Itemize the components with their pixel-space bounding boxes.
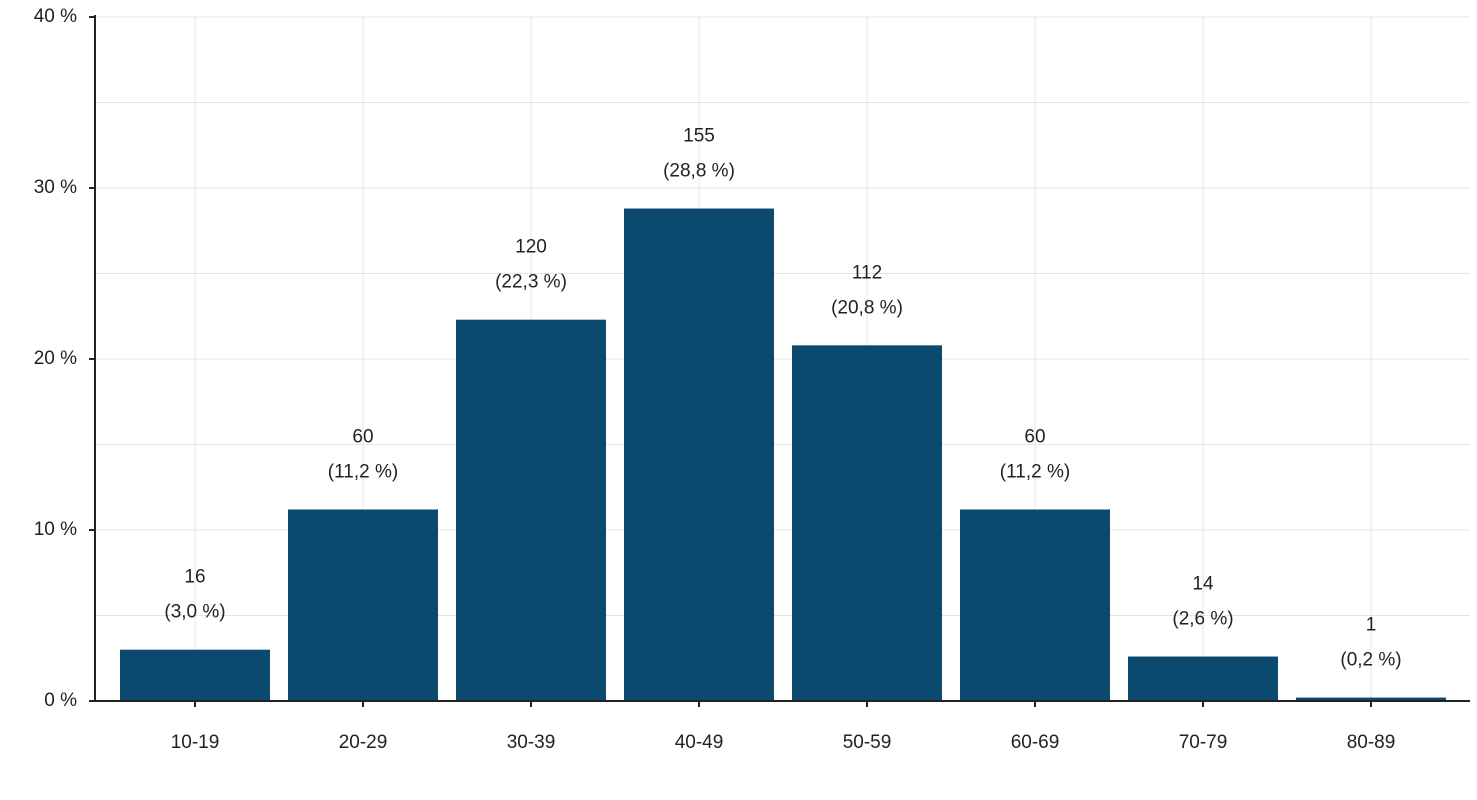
x-tick-label: 10-19	[171, 732, 220, 753]
count-label: 155	[683, 126, 715, 147]
y-tick-label: 40 %	[34, 6, 77, 27]
x-tick-label: 60-69	[1011, 732, 1060, 753]
count-label: 1	[1366, 615, 1377, 636]
value-label: (28,8 %)	[663, 161, 735, 182]
value-label: (3,0 %)	[164, 602, 225, 623]
x-tick-label: 50-59	[843, 732, 892, 753]
bar	[960, 509, 1110, 701]
count-label: 60	[1024, 426, 1045, 447]
x-tick-label: 30-39	[507, 732, 556, 753]
x-tick-label: 20-29	[339, 732, 388, 753]
count-label: 120	[515, 237, 547, 258]
x-tick-label: 40-49	[675, 732, 724, 753]
y-tick-label: 10 %	[34, 519, 77, 540]
bar	[624, 208, 774, 701]
value-label: (11,2 %)	[328, 461, 398, 482]
bar	[120, 649, 270, 701]
count-label: 16	[184, 567, 205, 588]
bar	[1128, 656, 1278, 701]
value-label: (0,2 %)	[1340, 650, 1401, 671]
y-tick-label: 20 %	[34, 348, 77, 369]
value-label: (22,3 %)	[495, 272, 567, 293]
value-label: (2,6 %)	[1172, 609, 1233, 630]
bar	[792, 345, 942, 701]
bar	[1296, 697, 1446, 701]
x-tick-label: 70-79	[1179, 732, 1228, 753]
bar	[456, 319, 606, 701]
count-label: 60	[352, 426, 373, 447]
count-label: 112	[852, 262, 882, 283]
y-tick-label: 30 %	[34, 177, 77, 198]
value-label: (11,2 %)	[1000, 461, 1070, 482]
value-label: (20,8 %)	[831, 297, 903, 318]
x-tick-label: 80-89	[1347, 732, 1396, 753]
y-tick-label: 0 %	[44, 690, 77, 711]
count-label: 14	[1192, 574, 1214, 595]
bar	[288, 509, 438, 701]
